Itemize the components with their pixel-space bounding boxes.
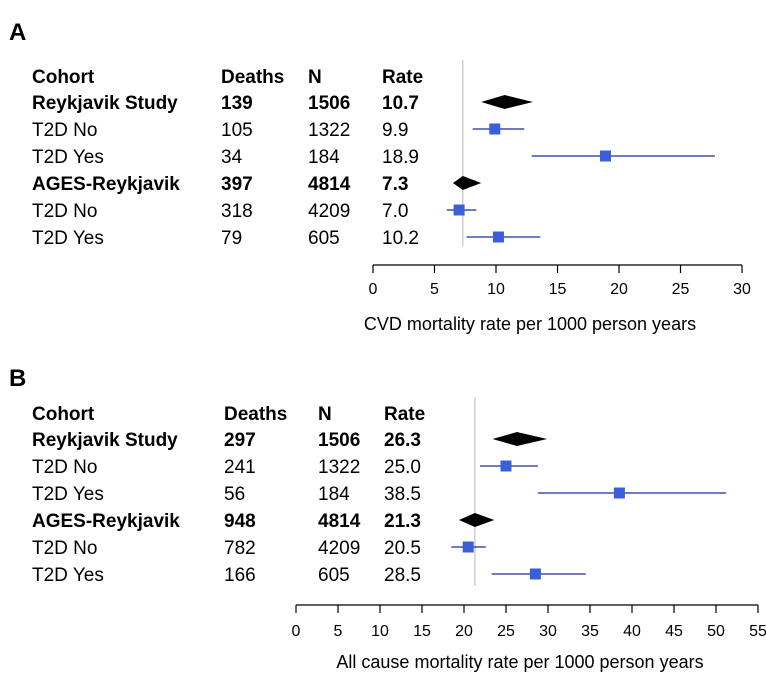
cohort-label: T2D No bbox=[32, 120, 97, 141]
x-tick-label: 5 bbox=[334, 623, 343, 640]
n-value: 4209 bbox=[318, 538, 360, 559]
summary-diamond bbox=[458, 513, 495, 527]
deaths-header: Deaths bbox=[224, 404, 287, 425]
deaths-value: 56 bbox=[224, 484, 245, 505]
point-estimate-marker bbox=[489, 123, 501, 135]
rate-value: 7.3 bbox=[382, 174, 408, 195]
point-estimate-marker bbox=[492, 231, 504, 243]
summary-diamond bbox=[481, 95, 533, 109]
rate-value: 10.7 bbox=[382, 93, 419, 114]
n-value: 1322 bbox=[308, 120, 350, 141]
cohort-label: T2D No bbox=[32, 201, 97, 222]
summary-diamond bbox=[452, 176, 482, 190]
n-value: 184 bbox=[318, 484, 350, 505]
cohort-header: Cohort bbox=[32, 67, 95, 88]
deaths-value: 166 bbox=[224, 565, 256, 586]
deaths-value: 297 bbox=[224, 430, 256, 451]
rate-value: 9.9 bbox=[382, 120, 408, 141]
point-estimate-marker bbox=[453, 204, 465, 216]
n-value: 4209 bbox=[308, 201, 350, 222]
cohort-label: Reykjavik Study bbox=[32, 93, 178, 114]
deaths-value: 105 bbox=[221, 120, 253, 141]
summary-diamond bbox=[492, 432, 548, 446]
rate-value: 20.5 bbox=[384, 538, 421, 559]
cohort-label: T2D Yes bbox=[32, 484, 104, 505]
x-axis-title: CVD mortality rate per 1000 person years bbox=[364, 314, 696, 334]
x-tick-label: 25 bbox=[497, 623, 515, 640]
n-value: 605 bbox=[318, 565, 350, 586]
rate-header: Rate bbox=[384, 404, 425, 425]
x-tick-label: 0 bbox=[369, 281, 378, 298]
n-value: 4814 bbox=[318, 511, 361, 532]
cohort-header: Cohort bbox=[32, 404, 95, 425]
x-tick-label: 20 bbox=[455, 623, 473, 640]
x-tick-label: 0 bbox=[292, 623, 301, 640]
n-value: 4814 bbox=[308, 174, 351, 195]
deaths-value: 318 bbox=[221, 201, 253, 222]
cohort-label: AGES-Reykjavik bbox=[32, 511, 180, 532]
rate-value: 25.0 bbox=[384, 457, 421, 478]
rate-value: 38.5 bbox=[384, 484, 421, 505]
n-value: 1506 bbox=[318, 430, 360, 451]
deaths-value: 79 bbox=[221, 228, 242, 249]
panel-letter: B bbox=[9, 365, 26, 392]
deaths-value: 782 bbox=[224, 538, 256, 559]
rate-header: Rate bbox=[382, 67, 423, 88]
x-tick-label: 15 bbox=[549, 281, 567, 298]
x-tick-label: 50 bbox=[707, 623, 725, 640]
deaths-value: 139 bbox=[221, 93, 253, 114]
x-tick-label: 45 bbox=[665, 623, 683, 640]
n-value: 1506 bbox=[308, 93, 350, 114]
deaths-header: Deaths bbox=[221, 67, 284, 88]
deaths-value: 241 bbox=[224, 457, 256, 478]
x-tick-label: 30 bbox=[539, 623, 557, 640]
cohort-label: T2D Yes bbox=[32, 228, 104, 249]
rate-value: 21.3 bbox=[384, 511, 421, 532]
cohort-label: T2D Yes bbox=[32, 565, 104, 586]
cohort-label: T2D No bbox=[32, 538, 97, 559]
point-estimate-marker bbox=[500, 460, 512, 472]
x-axis-title: All cause mortality rate per 1000 person… bbox=[336, 652, 703, 672]
point-estimate-marker bbox=[529, 568, 541, 580]
point-estimate-marker bbox=[613, 487, 625, 499]
panel-letter: A bbox=[9, 19, 26, 46]
deaths-value: 397 bbox=[221, 174, 253, 195]
n-value: 605 bbox=[308, 228, 340, 249]
cohort-label: Reykjavik Study bbox=[32, 430, 178, 451]
rate-value: 10.2 bbox=[382, 228, 419, 249]
x-tick-label: 5 bbox=[430, 281, 439, 298]
x-tick-label: 15 bbox=[413, 623, 431, 640]
point-estimate-marker bbox=[599, 150, 611, 162]
n-value: 1322 bbox=[318, 457, 360, 478]
x-tick-label: 25 bbox=[672, 281, 690, 298]
cohort-label: T2D No bbox=[32, 457, 97, 478]
rate-value: 18.9 bbox=[382, 147, 419, 168]
x-tick-label: 10 bbox=[487, 281, 505, 298]
deaths-value: 948 bbox=[224, 511, 256, 532]
rate-value: 7.0 bbox=[382, 201, 408, 222]
n-value: 184 bbox=[308, 147, 340, 168]
n-header: N bbox=[308, 67, 322, 88]
x-tick-label: 40 bbox=[623, 623, 641, 640]
cohort-label: AGES-Reykjavik bbox=[32, 174, 180, 195]
rate-value: 28.5 bbox=[384, 565, 421, 586]
cohort-label: T2D Yes bbox=[32, 147, 104, 168]
point-estimate-marker bbox=[462, 541, 474, 553]
x-tick-label: 10 bbox=[371, 623, 389, 640]
n-header: N bbox=[318, 404, 332, 425]
x-tick-label: 55 bbox=[749, 623, 766, 640]
deaths-value: 34 bbox=[221, 147, 243, 168]
x-tick-label: 30 bbox=[733, 281, 751, 298]
x-tick-label: 20 bbox=[610, 281, 628, 298]
rate-value: 26.3 bbox=[384, 430, 421, 451]
x-tick-label: 35 bbox=[581, 623, 599, 640]
